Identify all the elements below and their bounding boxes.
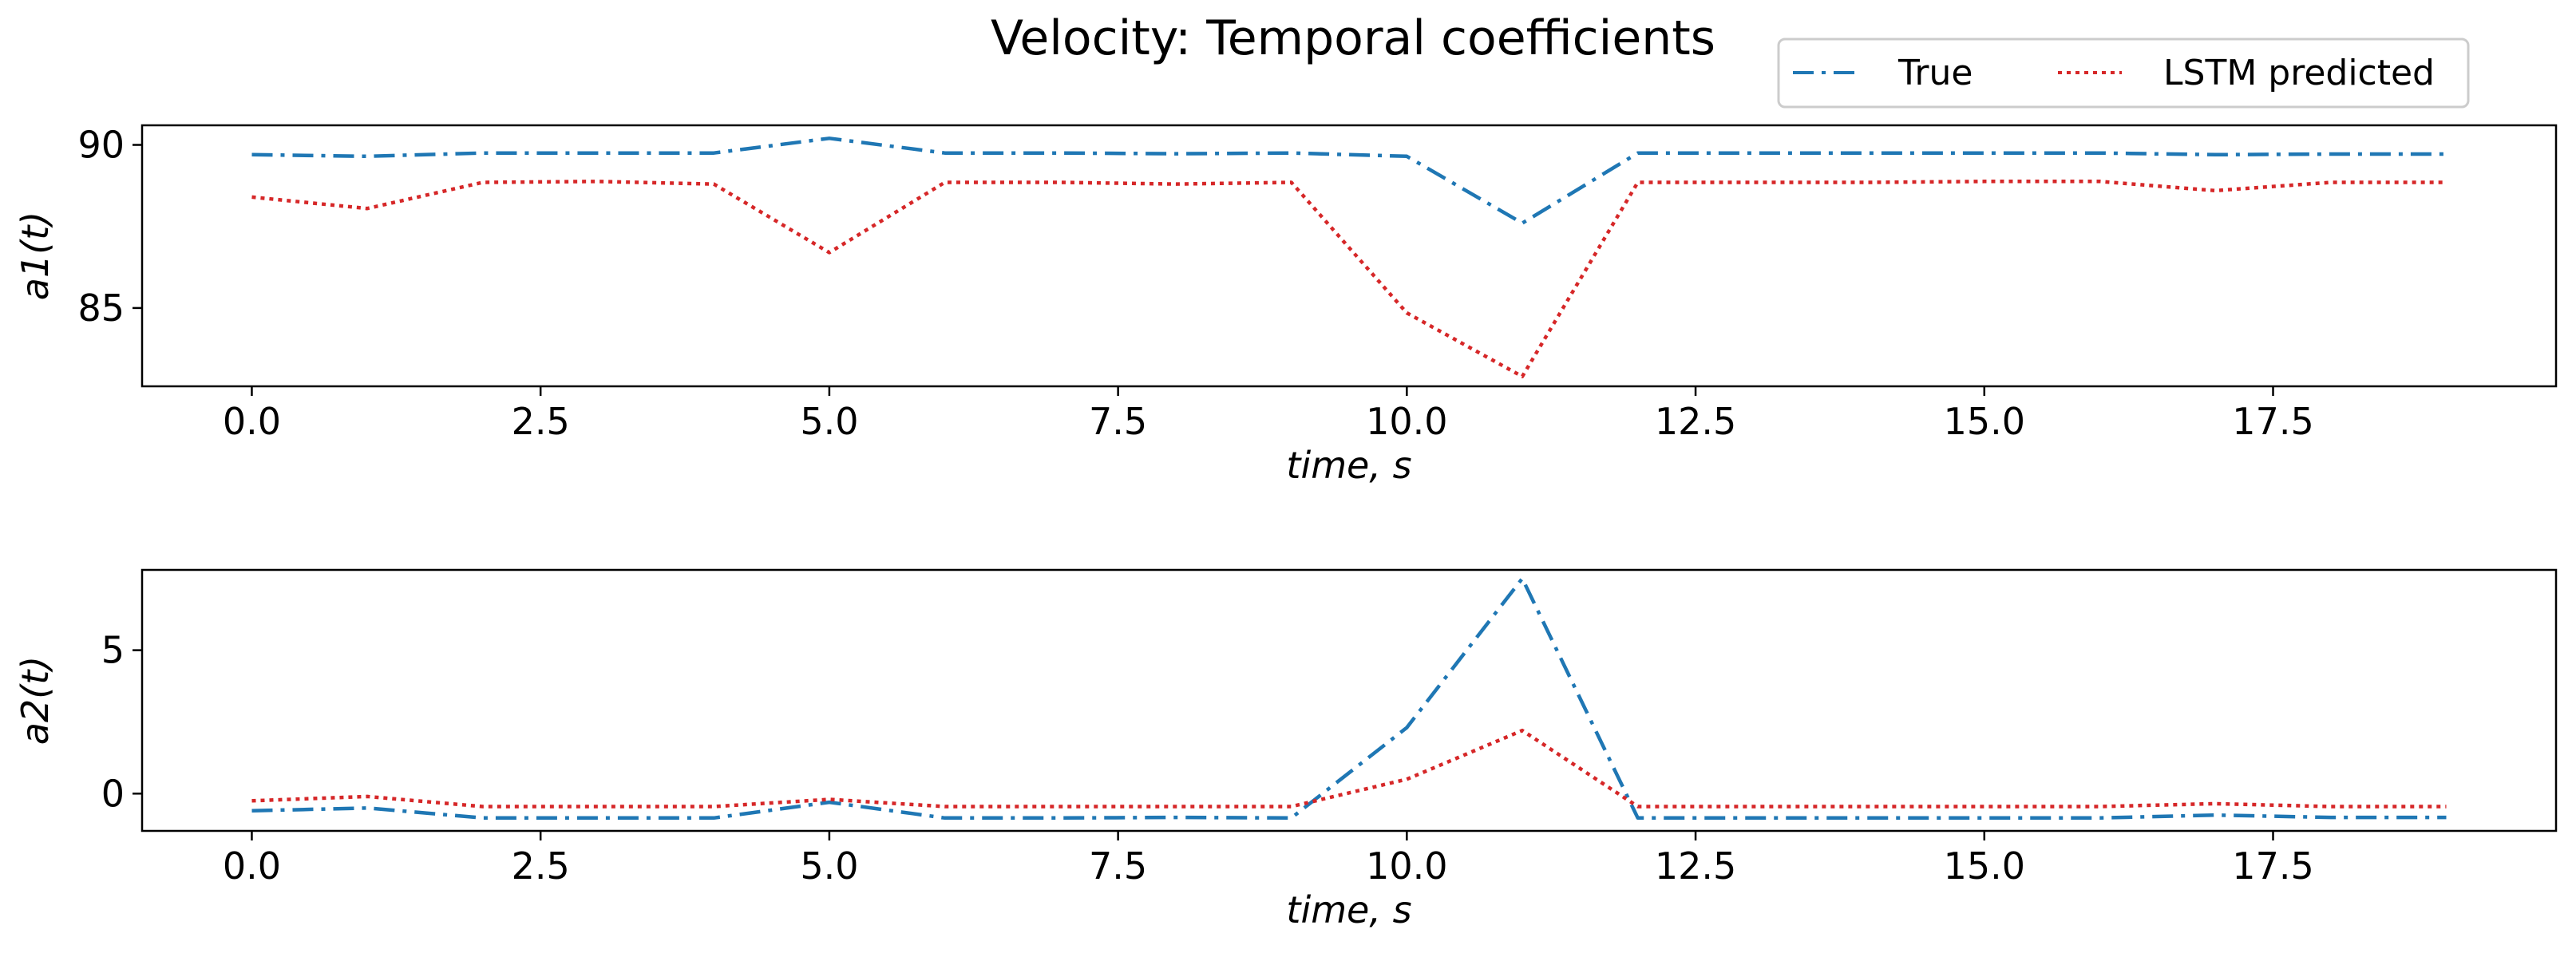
- x-tick-label: 12.5: [1655, 400, 1736, 443]
- y-tick-label: 90: [77, 124, 125, 167]
- x-axis-label: time, s: [1286, 888, 1411, 931]
- x-tick-label: 15.0: [1944, 844, 2025, 888]
- x-tick-label: 7.5: [1089, 400, 1147, 443]
- series-line-true: [251, 136, 2447, 225]
- legend-label-lstm-predicted: LSTM predicted: [2163, 53, 2435, 93]
- x-tick-label: 5.0: [800, 400, 858, 443]
- subplot-a1: 0.0 2.5 5.0 7.5 10.0 12.5 15.0 17.5 85 90 time, s a…: [14, 124, 2558, 487]
- x-tick-label: 10.0: [1366, 844, 1447, 888]
- plot-frame: [140, 124, 2558, 388]
- y-axis-label: a2(t): [14, 656, 57, 745]
- plot-frame: [140, 568, 2558, 832]
- x-tick-label: 0.0: [223, 400, 281, 443]
- x-tick-label: 10.0: [1366, 400, 1447, 443]
- y-tick-label: 85: [77, 287, 125, 330]
- legend-frame: [1777, 38, 2470, 109]
- x-tick-label: 2.5: [512, 400, 570, 443]
- x-tick-label: 5.0: [800, 844, 858, 888]
- x-tick-label: 17.5: [2232, 844, 2313, 888]
- x-axis-label: time, s: [1286, 444, 1411, 487]
- y-axis-label: a1(t): [14, 212, 57, 300]
- figure-title: Velocity: Temporal coefficients: [991, 10, 1715, 66]
- x-tick-label: 17.5: [2232, 400, 2313, 443]
- x-tick-label: 0.0: [223, 844, 281, 888]
- series-line-lstm-predicted: [251, 728, 2447, 809]
- x-tick-label: 2.5: [512, 844, 570, 888]
- y-tick-label: 5: [101, 629, 125, 672]
- x-tick-label: 12.5: [1655, 844, 1736, 888]
- legend: True LSTM predicted: [1777, 38, 2470, 109]
- x-tick-label: 7.5: [1089, 844, 1147, 888]
- y-tick-label: 0: [101, 772, 125, 815]
- legend-label-true: True: [1897, 53, 1973, 93]
- series-line-true: [251, 576, 2447, 821]
- series-line-lstm-predicted: [251, 180, 2447, 378]
- subplot-a2: 0.0 2.5 5.0 7.5 10.0 12.5 15.0 17.5 0 5 time, s a2(…: [14, 568, 2558, 931]
- x-tick-label: 15.0: [1944, 400, 2025, 443]
